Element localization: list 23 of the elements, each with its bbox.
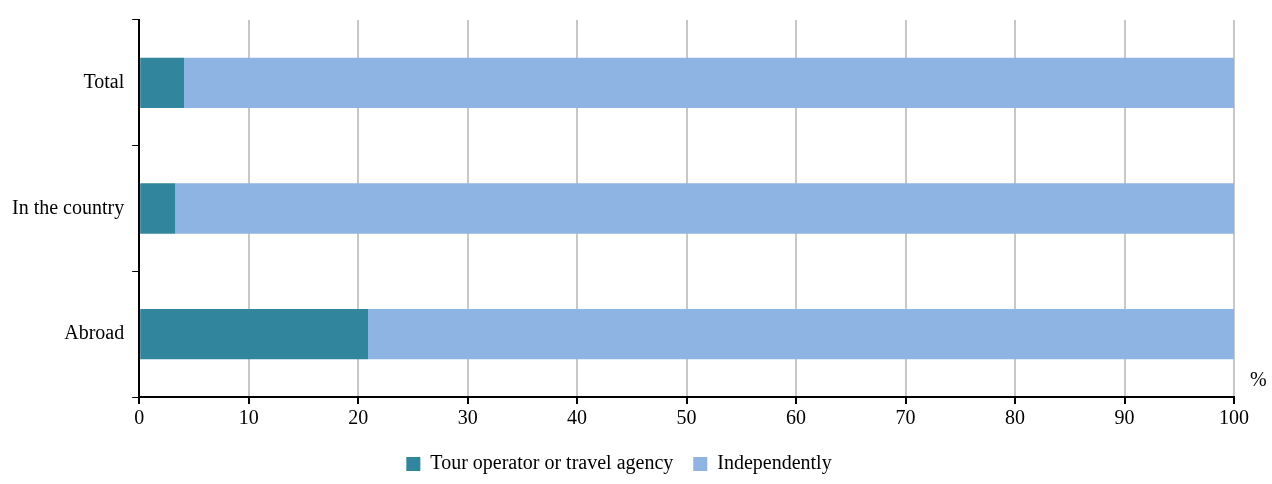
x-tick-label: 100 (1219, 406, 1249, 429)
x-tick-label: 50 (676, 406, 697, 429)
x-tick-label: 70 (895, 406, 916, 429)
bar (140, 309, 368, 360)
x-tick-label: 0 (134, 406, 145, 429)
x-tick-label: 40 (567, 406, 588, 429)
bar (140, 57, 185, 108)
x-tick-label: 10 (238, 406, 259, 429)
x-tick-label: 20 (348, 406, 369, 429)
x-tick-label: 60 (786, 406, 807, 429)
bar (184, 57, 1234, 108)
bar (175, 183, 1234, 234)
y-tick-label: In the country (12, 195, 125, 219)
x-axis-title: % (1250, 368, 1267, 391)
bar (140, 183, 176, 234)
legend-label: Tour operator or travel agency (430, 451, 674, 475)
x-tick-label: 80 (1005, 406, 1026, 429)
y-tick-label: Total (83, 70, 125, 93)
x-tick-label: 30 (457, 406, 478, 429)
y-tick-label: Abroad (64, 321, 125, 344)
x-tick-label: 90 (1114, 406, 1135, 429)
bar (368, 309, 1234, 360)
legend-label: Independently (717, 451, 832, 475)
